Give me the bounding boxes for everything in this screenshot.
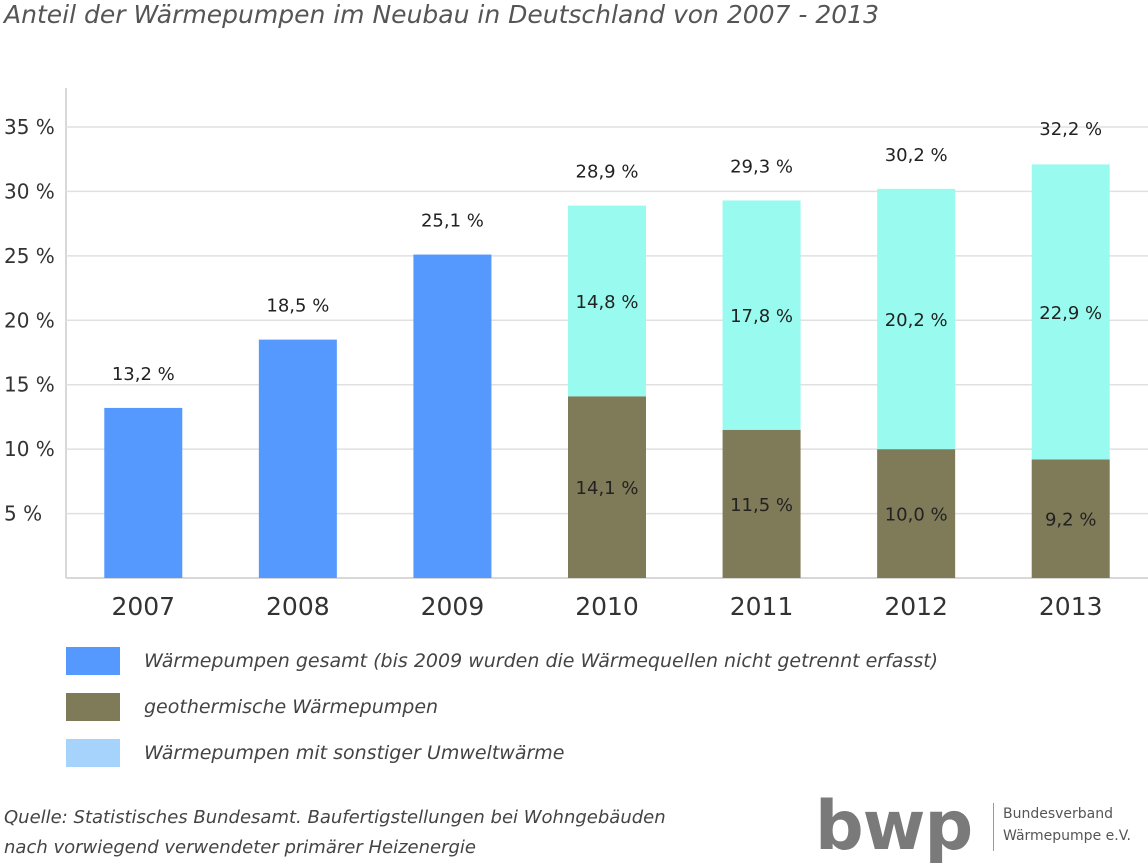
segment-label: 22,9 % xyxy=(1039,303,1102,324)
x-tick-label: 2007 xyxy=(111,592,175,621)
segment-label: 9,2 % xyxy=(1045,510,1096,531)
segment-label: 14,8 % xyxy=(576,292,639,313)
x-tick-label: 2013 xyxy=(1039,592,1103,621)
y-tick-label: 25 % xyxy=(4,244,55,268)
y-tick-label: 15 % xyxy=(4,373,55,397)
total-label: 18,5 % xyxy=(266,296,329,317)
source-note: Quelle: Statistisches Bundesamt. Baufert… xyxy=(4,803,666,863)
total-label: 29,3 % xyxy=(730,156,793,177)
total-label: 28,9 % xyxy=(576,162,639,183)
bar-total-2008 xyxy=(258,339,337,578)
legend-swatch-total xyxy=(66,647,120,675)
chart-title: Anteil der Wärmepumpen im Neubau in Deut… xyxy=(4,0,879,29)
total-label: 30,2 % xyxy=(885,145,948,166)
bar-total-2009 xyxy=(413,254,492,578)
bar-ambient-2011 xyxy=(722,200,801,430)
bar-ambient-2010 xyxy=(568,205,646,397)
logo-line-1: Bundesverband xyxy=(1003,806,1114,822)
logo-line-2: Wärmepumpe e.V. xyxy=(1003,828,1131,844)
legend-swatch-geothermal xyxy=(66,693,120,721)
bar-geothermal-2013 xyxy=(1031,459,1110,578)
segment-label: 17,8 % xyxy=(730,306,793,327)
labels: 5 % 10 % 15 % 20 % 25 % 30 % 35 % 13,2 % 2007 18,… xyxy=(4,115,1103,621)
bwp-logo: bwp Bundesverband Wärmepumpe e.V. xyxy=(815,787,1145,866)
bar-geothermal-2012 xyxy=(877,449,956,578)
segment-label: 14,1 % xyxy=(576,478,639,499)
total-label: 13,2 % xyxy=(112,364,175,385)
bar-chart: 5 % 10 % 15 % 20 % 25 % 30 % 35 % 13,2 % 2007 18,… xyxy=(4,88,1148,621)
bars xyxy=(104,164,1110,578)
segment-label: 20,2 % xyxy=(885,310,948,331)
legend-label-geothermal: geothermische Wärmepumpen xyxy=(144,696,439,718)
bar-geothermal-2010 xyxy=(568,396,646,578)
x-tick-label: 2010 xyxy=(575,592,639,621)
y-tick-label: 30 % xyxy=(4,179,55,203)
segment-label: 10,0 % xyxy=(885,505,948,526)
x-tick-label: 2008 xyxy=(266,592,330,621)
legend-label-total: Wärmepumpen gesamt (bis 2009 wurden die … xyxy=(144,650,939,672)
source-line-2: nach vorwiegend verwendeter primärer Hei… xyxy=(4,837,476,858)
bar-geothermal-2011 xyxy=(722,429,801,578)
y-tick-label: 20 % xyxy=(4,308,55,332)
y-tick-label: 10 % xyxy=(4,437,55,461)
total-label: 25,1 % xyxy=(421,211,484,232)
x-tick-label: 2011 xyxy=(730,592,794,621)
bar-ambient-2013 xyxy=(1031,164,1110,460)
logo-divider xyxy=(993,803,994,851)
legend-item-total: Wärmepumpen gesamt (bis 2009 wurden die … xyxy=(66,646,938,676)
bar-total-2007 xyxy=(104,407,183,578)
segment-label: 11,5 % xyxy=(730,495,793,516)
bar-ambient-2012 xyxy=(877,188,956,450)
source-line-1: Quelle: Statistisches Bundesamt. Baufert… xyxy=(4,807,666,828)
logo-mark: bwp xyxy=(815,787,973,866)
legend-swatch-ambient xyxy=(66,739,120,767)
logo-text: Bundesverband Wärmepumpe e.V. xyxy=(1003,803,1131,847)
y-tick-label: 35 % xyxy=(4,115,55,139)
legend-item-geothermal: geothermische Wärmepumpen xyxy=(66,692,438,722)
y-tick-label: 5 % xyxy=(4,502,42,526)
total-label: 32,2 % xyxy=(1039,119,1102,140)
x-tick-label: 2009 xyxy=(421,592,485,621)
x-tick-label: 2012 xyxy=(884,592,948,621)
legend-label-ambient: Wärmepumpen mit sonstiger Umweltwärme xyxy=(144,742,565,764)
legend-item-ambient: Wärmepumpen mit sonstiger Umweltwärme xyxy=(66,738,564,768)
